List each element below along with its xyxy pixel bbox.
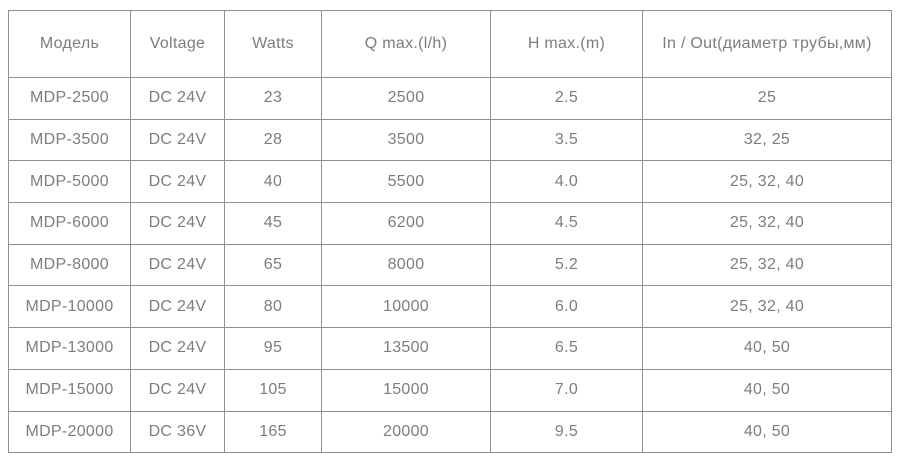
cell-qmax: 5500	[321, 160, 491, 204]
cell-watts: 65	[224, 243, 322, 287]
table-row: MDP-20000 DC 36V 165 20000 9.5 40, 50	[8, 410, 892, 454]
cell-voltage: DC 24V	[130, 285, 225, 329]
column-header-voltage: Voltage	[130, 10, 225, 78]
table-row: MDP-6000 DC 24V 45 6200 4.5 25, 32, 40	[8, 202, 892, 245]
cell-voltage: DC 24V	[130, 118, 225, 162]
cell-model: MDP-2500	[8, 77, 131, 120]
cell-voltage: DC 24V	[130, 77, 225, 120]
cell-inout: 25, 32, 40	[642, 285, 892, 329]
cell-model: MDP-5000	[8, 160, 131, 204]
cell-watts: 95	[224, 327, 322, 370]
cell-hmax: 6.0	[490, 285, 643, 329]
cell-watts: 23	[224, 77, 322, 120]
table-row: MDP-2500 DC 24V 23 2500 2.5 25	[8, 77, 892, 120]
cell-voltage: DC 36V	[130, 410, 225, 454]
cell-qmax: 20000	[321, 410, 491, 454]
table-row: MDP-5000 DC 24V 40 5500 4.0 25, 32, 40	[8, 160, 892, 204]
cell-hmax: 5.2	[490, 243, 643, 287]
cell-inout: 40, 50	[642, 327, 892, 370]
cell-qmax: 13500	[321, 327, 491, 370]
column-header-qmax: Q max.(l/h)	[321, 10, 491, 78]
cell-qmax: 8000	[321, 243, 491, 287]
cell-hmax: 6.5	[490, 327, 643, 370]
cell-model: MDP-15000	[8, 368, 131, 412]
cell-qmax: 3500	[321, 118, 491, 162]
table-row: MDP-15000 DC 24V 105 15000 7.0 40, 50	[8, 368, 892, 412]
table-row: MDP-8000 DC 24V 65 8000 5.2 25, 32, 40	[8, 243, 892, 287]
cell-inout: 40, 50	[642, 410, 892, 454]
cell-inout: 25, 32, 40	[642, 160, 892, 204]
cell-model: MDP-3500	[8, 118, 131, 162]
table-body: MDP-2500 DC 24V 23 2500 2.5 25 MDP-3500 …	[8, 77, 892, 454]
cell-watts: 80	[224, 285, 322, 329]
cell-inout: 25	[642, 77, 892, 120]
column-header-inout: In / Out(диаметр трубы,мм)	[642, 10, 892, 78]
cell-model: MDP-10000	[8, 285, 131, 329]
cell-watts: 28	[224, 118, 322, 162]
cell-hmax: 2.5	[490, 77, 643, 120]
cell-inout: 40, 50	[642, 368, 892, 412]
cell-inout: 25, 32, 40	[642, 243, 892, 287]
pump-spec-table: Модель Voltage Watts Q max.(l/h) H max.(…	[8, 10, 892, 454]
column-header-watts: Watts	[224, 10, 322, 78]
cell-inout: 25, 32, 40	[642, 202, 892, 245]
cell-voltage: DC 24V	[130, 243, 225, 287]
cell-qmax: 6200	[321, 202, 491, 245]
cell-hmax: 9.5	[490, 410, 643, 454]
table-row: MDP-3500 DC 24V 28 3500 3.5 32, 25	[8, 118, 892, 162]
cell-model: MDP-8000	[8, 243, 131, 287]
cell-voltage: DC 24V	[130, 202, 225, 245]
cell-hmax: 4.5	[490, 202, 643, 245]
column-header-hmax: H max.(m)	[490, 10, 643, 78]
cell-watts: 45	[224, 202, 322, 245]
cell-voltage: DC 24V	[130, 160, 225, 204]
cell-qmax: 10000	[321, 285, 491, 329]
cell-model: MDP-13000	[8, 327, 131, 370]
cell-qmax: 2500	[321, 77, 491, 120]
table-row: MDP-10000 DC 24V 80 10000 6.0 25, 32, 40	[8, 285, 892, 329]
column-header-model: Модель	[8, 10, 131, 78]
cell-voltage: DC 24V	[130, 327, 225, 370]
cell-hmax: 4.0	[490, 160, 643, 204]
cell-qmax: 15000	[321, 368, 491, 412]
table-row: MDP-13000 DC 24V 95 13500 6.5 40, 50	[8, 327, 892, 370]
cell-inout: 32, 25	[642, 118, 892, 162]
cell-watts: 165	[224, 410, 322, 454]
cell-model: MDP-20000	[8, 410, 131, 454]
cell-voltage: DC 24V	[130, 368, 225, 412]
cell-hmax: 7.0	[490, 368, 643, 412]
cell-watts: 40	[224, 160, 322, 204]
cell-model: MDP-6000	[8, 202, 131, 245]
header-row: Модель Voltage Watts Q max.(l/h) H max.(…	[8, 10, 892, 78]
cell-hmax: 3.5	[490, 118, 643, 162]
table-header: Модель Voltage Watts Q max.(l/h) H max.(…	[8, 10, 892, 78]
cell-watts: 105	[224, 368, 322, 412]
